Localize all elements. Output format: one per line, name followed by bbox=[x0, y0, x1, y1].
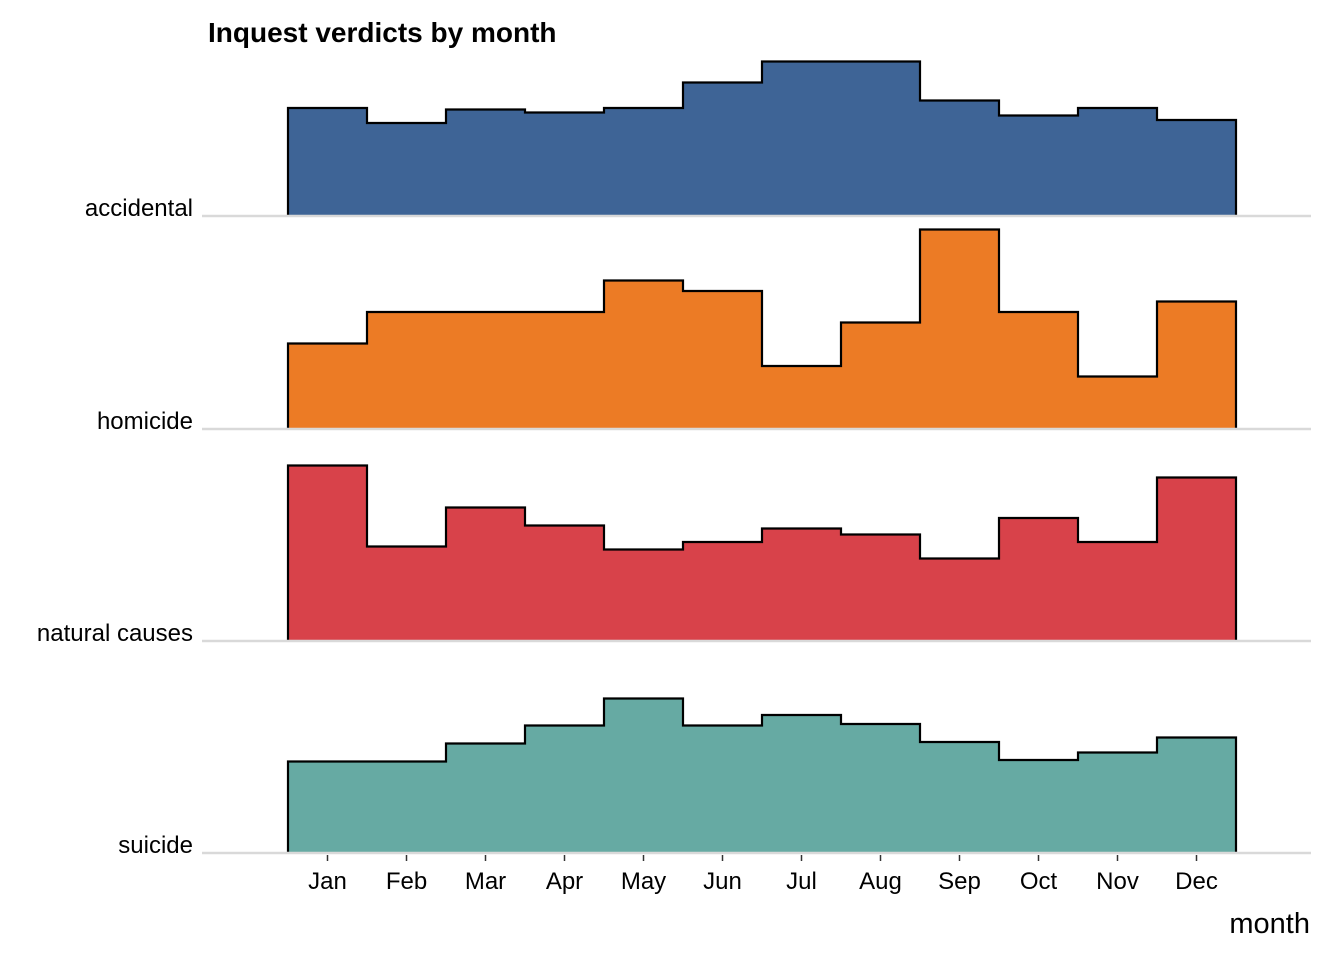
ridge-area-natural-causes bbox=[288, 465, 1236, 641]
category-label-suicide: suicide bbox=[118, 832, 193, 859]
x-tick-label-dec: Dec bbox=[1175, 868, 1218, 895]
x-tick-label-aug: Aug bbox=[859, 868, 902, 895]
ridges-layer bbox=[286, 60, 1238, 853]
x-tick-label-jun: Jun bbox=[703, 868, 742, 895]
x-tick-label-may: May bbox=[621, 868, 666, 895]
ridge-outline-natural-causes bbox=[286, 464, 1238, 641]
x-tick-label-jul: Jul bbox=[786, 868, 817, 895]
x-tick-label-feb: Feb bbox=[386, 868, 427, 895]
category-label-accidental: accidental bbox=[85, 195, 193, 222]
ridge-outline-accidental bbox=[286, 60, 1238, 216]
category-labels: accidental homicide natural causes suicide bbox=[37, 195, 193, 859]
category-label-homicide: homicide bbox=[97, 408, 193, 435]
x-tick-label-mar: Mar bbox=[465, 868, 506, 895]
ridge-outline-homicide bbox=[286, 228, 1238, 429]
ridge-outline-suicide bbox=[286, 697, 1238, 853]
ridge-area-accidental bbox=[288, 61, 1236, 216]
category-label-natural-causes: natural causes bbox=[37, 620, 193, 647]
x-tick-label-apr: Apr bbox=[546, 868, 583, 895]
chart-title: Inquest verdicts by month bbox=[208, 17, 557, 48]
x-axis: Jan Feb Mar Apr May Jun Jul Aug Sep Oct Nov Dec bbox=[308, 855, 1218, 895]
x-tick-label-oct: Oct bbox=[1020, 868, 1058, 895]
x-tick-label-sep: Sep bbox=[938, 868, 981, 895]
x-axis-label: month bbox=[1229, 908, 1310, 940]
x-tick-label-jan: Jan bbox=[308, 868, 347, 895]
baselines-layer bbox=[202, 214, 1311, 855]
x-tick-label-nov: Nov bbox=[1096, 868, 1139, 895]
